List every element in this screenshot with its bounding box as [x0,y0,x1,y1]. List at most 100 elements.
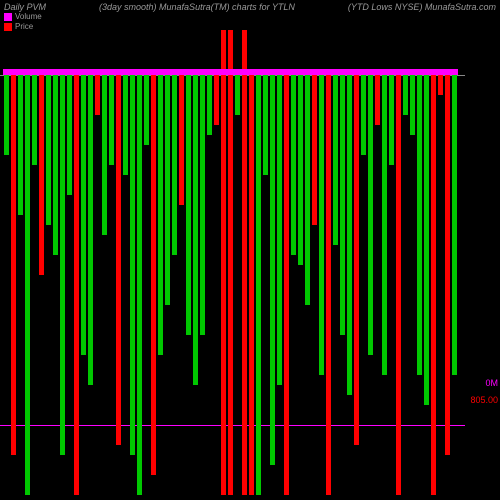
volume-cap [213,69,220,75]
volume-cap [192,69,199,75]
bar [193,75,198,385]
bar [109,75,114,165]
volume-cap [87,69,94,75]
volume-cap [129,69,136,75]
volume-cap [66,69,73,75]
volume-cap [388,69,395,75]
bar [340,75,345,335]
bar [368,75,373,355]
bar [424,75,429,405]
bar [46,75,51,225]
volume-cap [101,69,108,75]
bar [249,75,254,495]
volume-cap [206,69,213,75]
volume-cap [360,69,367,75]
bar [438,75,443,95]
volume-cap [157,69,164,75]
volume-cap [381,69,388,75]
volume-cap [339,69,346,75]
volume-cap [276,69,283,75]
bar [403,75,408,115]
volume-cap [423,69,430,75]
volume-cap [374,69,381,75]
volume-cap [59,69,66,75]
bar [165,75,170,305]
header-center: (3day smooth) MunafaSutra(TM) charts for… [99,2,295,12]
bar [382,75,387,375]
bar [95,75,100,115]
volume-cap [409,69,416,75]
volume-cap [367,69,374,75]
bar [361,75,366,155]
bar [137,75,142,495]
header-right: (YTD Lows NYSE) MunafaSutra.com [348,2,496,12]
bar [186,75,191,335]
header-left: Daily PVM [4,2,46,12]
volume-cap [311,69,318,75]
volume-cap [227,69,234,75]
legend-price-label: Price [15,22,33,32]
volume-cap [3,69,10,75]
volume-cap [10,69,17,75]
volume-cap [325,69,332,75]
header-titles: Daily PVM (3day smooth) MunafaSutra(TM) … [4,2,496,12]
bar [235,75,240,115]
bar [25,75,30,495]
bar [270,75,275,465]
volume-cap [185,69,192,75]
volume-cap [241,69,248,75]
bar [263,75,268,175]
volume-cap [122,69,129,75]
volume-cap [45,69,52,75]
volume-cap [255,69,262,75]
bar [207,75,212,135]
volume-cap [24,69,31,75]
bar [305,75,310,305]
volume-cap [115,69,122,75]
bar [354,75,359,445]
bar [291,75,296,255]
bar [4,75,9,155]
volume-cap [304,69,311,75]
volume-cap [402,69,409,75]
bar [214,75,219,125]
volume-cap [444,69,451,75]
volume-cap [164,69,171,75]
volume-cap [248,69,255,75]
bar [158,75,163,355]
legend-volume-label: Volume [15,12,42,22]
legend: Volume Price [4,12,42,32]
bar [74,75,79,495]
volume-cap [353,69,360,75]
volume-cap [220,69,227,75]
volume-cap [171,69,178,75]
bar [410,75,415,135]
volume-cap [17,69,24,75]
price-swatch [4,23,12,31]
chart-area [0,30,465,495]
volume-cap [94,69,101,75]
volume-cap [234,69,241,75]
bar [242,30,247,495]
bar [130,75,135,455]
volume-cap [52,69,59,75]
volume-cap [136,69,143,75]
bar [284,75,289,495]
bar [123,75,128,175]
volume-cap [346,69,353,75]
volume-cap [437,69,444,75]
volume-cap [332,69,339,75]
volume-cap [31,69,38,75]
volume-cap [143,69,150,75]
volume-cap [283,69,290,75]
volume-cap [297,69,304,75]
bar [221,30,226,495]
bar [81,75,86,355]
bar [116,75,121,445]
bar [256,75,261,495]
bar [396,75,401,495]
bar [347,75,352,395]
bar [298,75,303,265]
bar [389,75,394,165]
legend-price: Price [4,22,42,32]
